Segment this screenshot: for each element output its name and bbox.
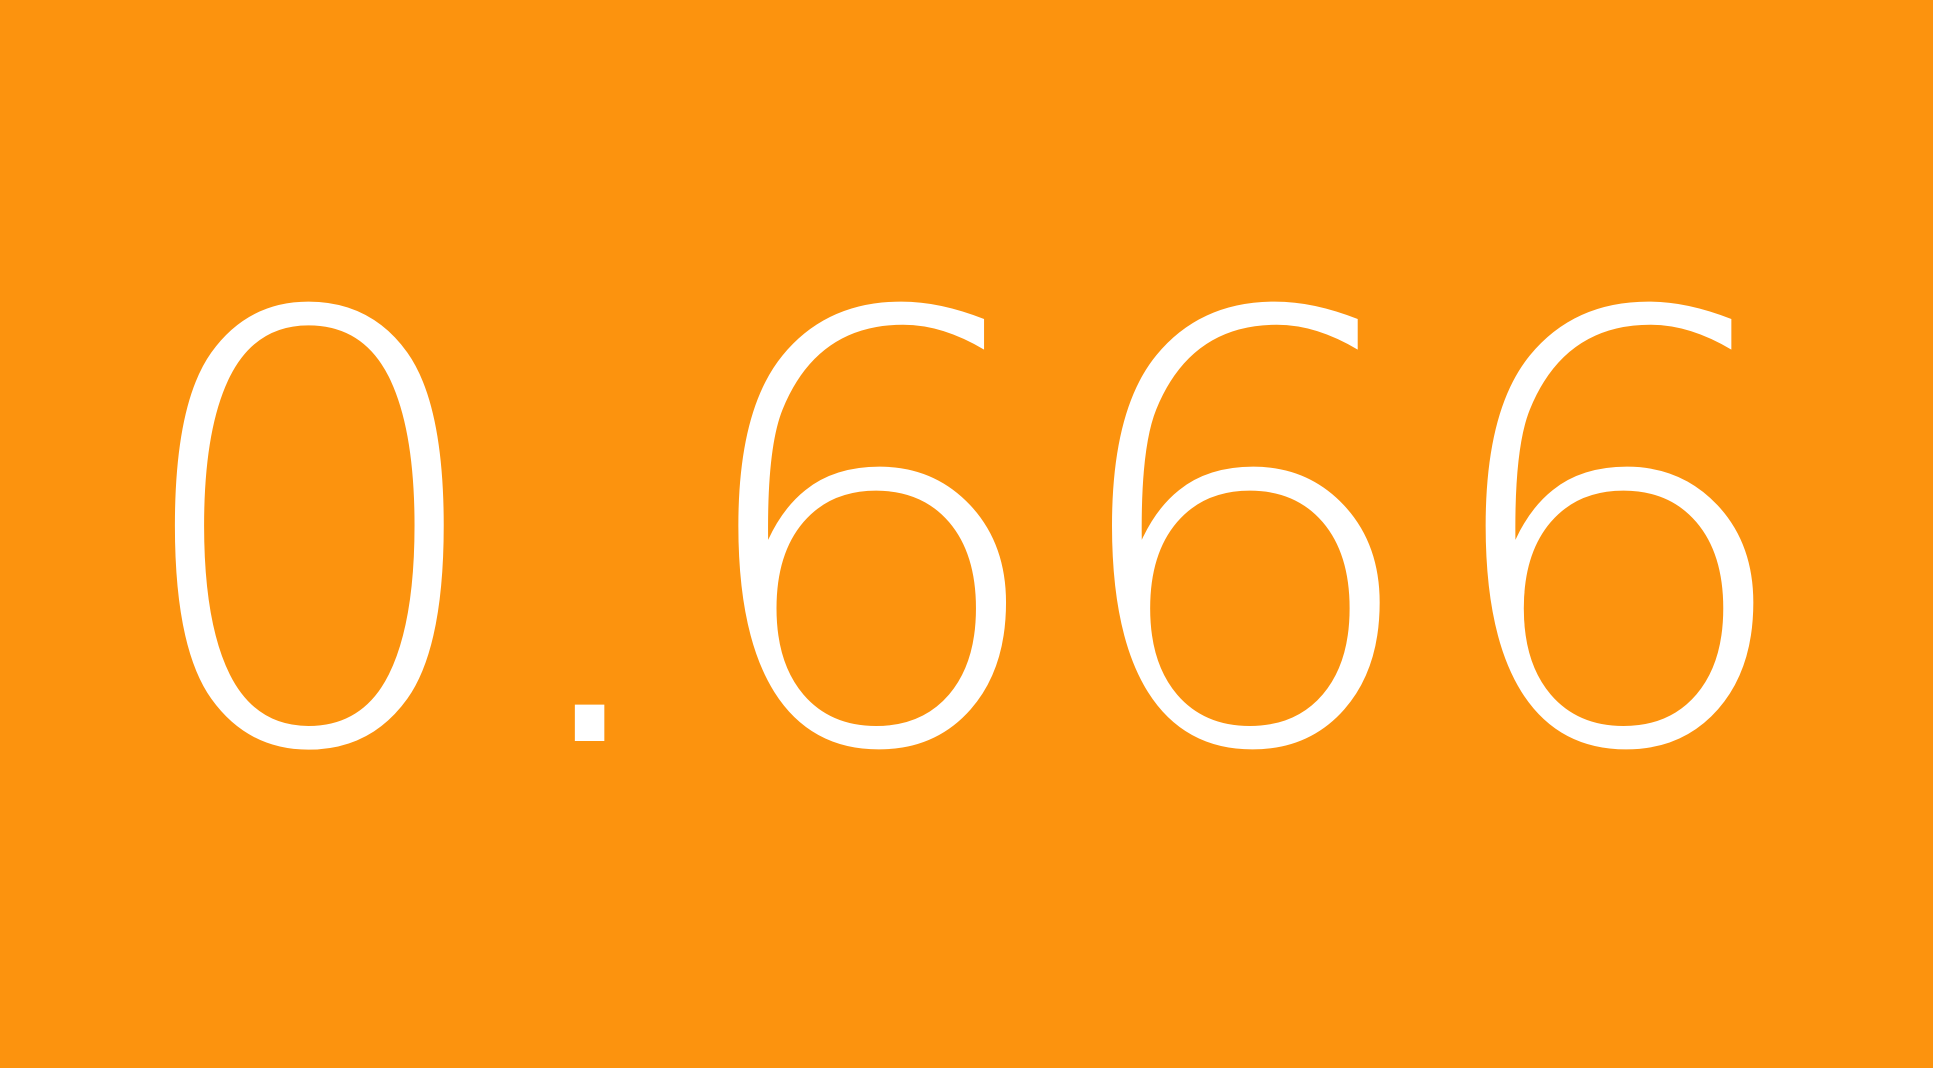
large-number-display: 0.666	[122, 191, 1805, 881]
